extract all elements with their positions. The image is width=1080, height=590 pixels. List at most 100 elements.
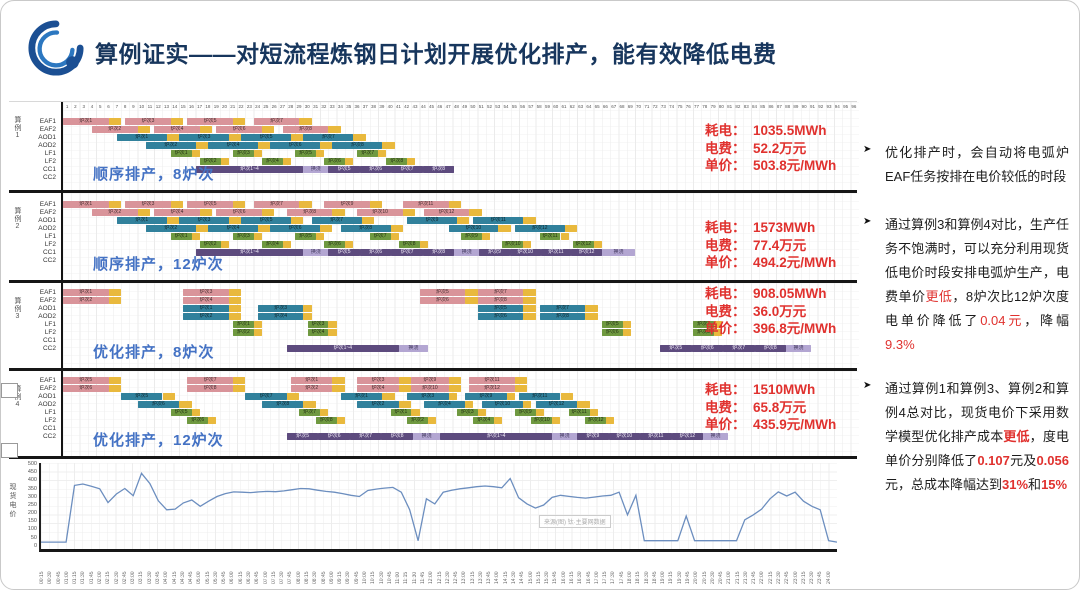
bullet-text: 通过算例3和算例4对比，生产任务不饱满时，可以充分利用现货低电价时段安排电弧炉生… bbox=[885, 213, 1069, 357]
period-tick: 16 bbox=[188, 104, 194, 109]
machine-labels: EAF1 EAF2 AOD1 AOD2 LF1 LF2 CC1 CC2 bbox=[22, 201, 59, 265]
bullet-segment: ，降幅 bbox=[1024, 313, 1069, 329]
gantt-bar: 炉次1 bbox=[340, 393, 383, 400]
gantt-bar bbox=[253, 321, 262, 328]
machine-label: EAF2 bbox=[39, 209, 56, 216]
gantt-bar bbox=[465, 401, 474, 408]
machine-label: AOD1 bbox=[38, 393, 56, 400]
gantt-bar bbox=[208, 417, 217, 424]
gantt-bar bbox=[108, 289, 122, 296]
gantt-bar bbox=[465, 297, 478, 304]
panel-stats: 耗电： 1035.5MWh 电费： 52.2万元 单价： 503.8元/MWh bbox=[705, 122, 905, 175]
gantt-bar bbox=[315, 233, 325, 240]
gantt-bar: 炉次1 bbox=[390, 409, 412, 416]
gantt-bar bbox=[564, 225, 578, 232]
y-tick: 250 bbox=[27, 501, 37, 508]
x-tick: 12:15 bbox=[436, 571, 443, 584]
gantt-bar bbox=[498, 225, 511, 232]
gantt-bar bbox=[477, 409, 486, 416]
y-tick: 200 bbox=[27, 510, 37, 517]
gantt-bar bbox=[303, 401, 316, 408]
period-tick: 77 bbox=[694, 104, 700, 109]
gantt-bar bbox=[353, 134, 366, 141]
gantt-bar: 炉次7 bbox=[357, 150, 379, 157]
stat-label: 耗电： bbox=[705, 123, 746, 138]
gantt-bar bbox=[523, 313, 536, 320]
machine-label: LF1 bbox=[44, 233, 56, 240]
period-tick: 69 bbox=[627, 104, 633, 109]
gantt-bar bbox=[320, 409, 329, 416]
gantt-bar: 炉次6 bbox=[324, 158, 345, 165]
gantt-bar: 炉次8 bbox=[381, 433, 413, 440]
period-tick: 33 bbox=[329, 104, 335, 109]
x-tick: 11:45 bbox=[419, 571, 426, 584]
gantt-bar bbox=[427, 417, 437, 424]
gantt-bar: 炉次11 bbox=[568, 409, 590, 416]
period-tick: 96 bbox=[851, 104, 857, 109]
machine-label: AOD2 bbox=[38, 313, 56, 320]
stat-row: 单价： 435.9元/MWh bbox=[705, 416, 905, 434]
x-tick: 06:45 bbox=[254, 571, 261, 584]
period-tick: 67 bbox=[611, 104, 617, 109]
gantt-bar: 炉次1 bbox=[183, 305, 229, 312]
gantt-bar: 炉次6 bbox=[318, 433, 350, 440]
period-tick: 95 bbox=[843, 104, 849, 109]
gantt-bar bbox=[514, 385, 528, 392]
gantt-bar bbox=[469, 209, 482, 216]
gantt-bar: 炉次7 bbox=[391, 166, 423, 173]
period-tick: 57 bbox=[528, 104, 534, 109]
y-tick: 150 bbox=[27, 518, 37, 525]
gantt-bar bbox=[411, 409, 420, 416]
x-tick: 01:45 bbox=[88, 571, 95, 584]
gantt-bar: 炉次4 bbox=[208, 225, 258, 232]
x-tick: 03:30 bbox=[146, 571, 153, 584]
x-tick: 07:15 bbox=[270, 571, 277, 584]
stat-value: 65.8万元 bbox=[753, 399, 807, 415]
period-tick: 86 bbox=[768, 104, 774, 109]
gantt-bar bbox=[577, 401, 590, 408]
gantt-bar: 炉次8 bbox=[282, 126, 329, 133]
gantt-bar bbox=[523, 297, 536, 304]
gantt-bar bbox=[320, 225, 333, 232]
x-tick: 12:30 bbox=[444, 571, 451, 584]
gantt-bar: 炉次10 bbox=[481, 401, 524, 408]
gantt-bar: 炉次12 bbox=[585, 417, 607, 424]
gantt-plot: 炉次5 炉次7 炉次1 炉次3 炉次9 炉次11 炉次6 炉次8 炉次2 炉次4 炉次10 炉次12 炉… bbox=[61, 371, 859, 456]
gantt-bar: 炉次8 bbox=[422, 249, 455, 256]
gantt-bar bbox=[398, 385, 412, 392]
gantt-bar: 炉次5 bbox=[121, 393, 163, 400]
company-logo-icon bbox=[28, 20, 84, 76]
machine-label: CC1 bbox=[42, 249, 56, 256]
period-tick: 42 bbox=[404, 104, 410, 109]
gantt-bar: 炉次9 bbox=[407, 217, 457, 224]
price-y-axis: 500 450 400 350 300 250 200 150 100 50 0 bbox=[17, 460, 37, 550]
x-tick: 10:30 bbox=[378, 571, 385, 584]
gantt-bar: 炉次5 bbox=[241, 217, 292, 224]
gantt-bar bbox=[448, 385, 461, 392]
gantt-bar bbox=[137, 209, 151, 216]
x-tick: 13:30 bbox=[477, 571, 484, 584]
gantt-bar: 炉次2 bbox=[183, 313, 229, 320]
period-tick: 20 bbox=[221, 104, 227, 109]
x-tick: 23:45 bbox=[817, 571, 824, 584]
gantt-bar: 炉次11 bbox=[519, 393, 561, 400]
stat-label: 耗电： bbox=[705, 382, 746, 397]
machine-label: CC2 bbox=[42, 345, 56, 352]
gantt-bar: 炉次7 bbox=[299, 409, 321, 416]
gantt-bar bbox=[220, 158, 229, 165]
gantt-bar: 炉次1~4 bbox=[195, 249, 304, 256]
bullet-text: 通过算例1和算例3、算例2和算例4总对比，现货电价下采用数学模型优化排产成本更低… bbox=[885, 377, 1069, 497]
x-tick: 22:00 bbox=[759, 571, 766, 584]
gantt-bar: 炉次3 bbox=[232, 150, 254, 157]
gantt-bar bbox=[713, 321, 723, 328]
gantt-bar: 炉次8 bbox=[386, 158, 408, 165]
gantt-bar: 炉次1~4 bbox=[440, 433, 553, 440]
gantt-bar: 炉次6 bbox=[419, 297, 466, 304]
gantt-bar bbox=[589, 409, 598, 416]
gantt-bar bbox=[448, 201, 461, 208]
period-tick: 61 bbox=[561, 104, 567, 109]
gantt-bar bbox=[166, 217, 180, 224]
gantt-plot: 炉次1 炉次3 炉次5 炉次7 炉次9 炉次11 炉次2 炉次4 炉次6 炉次8 炉次10 炉次12 炉… bbox=[61, 193, 859, 280]
gantt-bar: 炉次9 bbox=[465, 393, 507, 400]
gantt-bar bbox=[390, 233, 399, 240]
